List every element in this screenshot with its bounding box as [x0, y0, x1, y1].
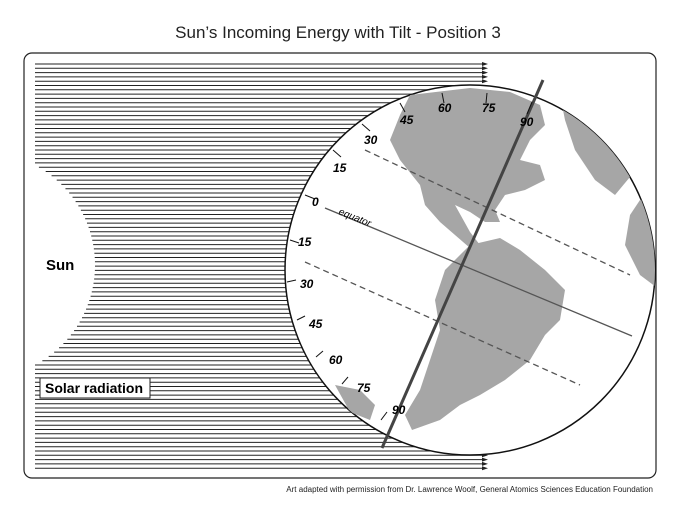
- ray-arrow: [482, 62, 488, 66]
- antarctica: [335, 385, 375, 420]
- ray-arrow: [482, 457, 488, 462]
- latitude-tick: [315, 350, 324, 358]
- latitude-tick: [399, 102, 406, 113]
- solar-radiation-label: Solar radiation: [45, 380, 143, 396]
- ray-arrow: [482, 461, 488, 466]
- latitude-label: 90: [392, 403, 406, 417]
- tropic-line: [364, 149, 631, 276]
- latitude-tick: [380, 411, 388, 421]
- south-america: [405, 238, 565, 430]
- latitude-label: 60: [329, 353, 343, 367]
- latitude-tick: [341, 376, 349, 385]
- ray-arrow: [482, 66, 488, 71]
- title: Sun’s Incoming Energy with Tilt - Positi…: [175, 23, 501, 42]
- latitude-label: 15: [298, 235, 312, 249]
- credit: Art adapted with permission from Dr. Law…: [286, 485, 653, 494]
- latitude-label: 45: [308, 317, 323, 331]
- latitude-tick: [332, 149, 342, 158]
- axis: [380, 79, 545, 449]
- latitude-label: 90: [520, 115, 534, 129]
- latitude-tick: [485, 92, 488, 104]
- ray-arrow: [482, 74, 488, 79]
- tropic-line: [304, 261, 581, 386]
- north-america: [390, 88, 545, 248]
- latitude-label: 60: [438, 101, 452, 115]
- latitude-tick: [361, 123, 371, 132]
- latitude-label: 75: [357, 381, 371, 395]
- latitude-tick: [296, 315, 306, 321]
- ray-arrow: [482, 70, 488, 75]
- globe: [284, 79, 656, 456]
- equator-line: [324, 207, 633, 337]
- latitude-tick: [441, 92, 445, 104]
- latitude-tick: [304, 194, 316, 200]
- ray-arrow: [482, 466, 488, 471]
- latitude-label: 15: [333, 161, 347, 175]
- latitude-tick: [289, 239, 300, 244]
- latitude-tick: [526, 101, 533, 115]
- latitude-label: 45: [399, 113, 414, 127]
- solar-radiation-box: [39, 377, 151, 399]
- latitude-labels: 90 75 60 45 30 15 0 15 30 45 60 75 90: [286, 92, 534, 421]
- rays: [35, 62, 488, 471]
- latitude-tick: [286, 279, 297, 283]
- latitude-label: 30: [300, 277, 314, 291]
- latitude-label: 75: [482, 101, 496, 115]
- latitude-label: 30: [364, 133, 378, 147]
- sun-label: Sun: [46, 257, 74, 274]
- latitude-label: 0: [312, 195, 319, 209]
- ray-arrow: [482, 79, 488, 84]
